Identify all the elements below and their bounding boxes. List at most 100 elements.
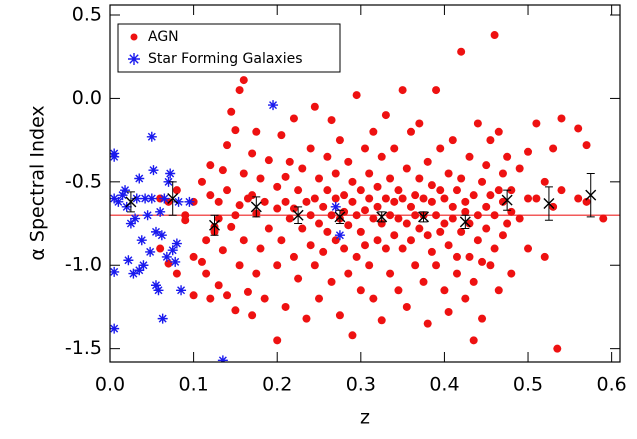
agn-point	[461, 207, 470, 216]
agn-point	[507, 186, 516, 195]
binned-mean	[167, 193, 179, 205]
sfg-point	[134, 265, 145, 276]
agn-point	[315, 294, 324, 303]
agn-point	[281, 172, 290, 181]
agn-point	[377, 316, 386, 325]
agn-point	[436, 227, 445, 236]
agn-point	[264, 156, 273, 165]
legend-marker	[130, 33, 138, 41]
agn-point	[373, 182, 382, 191]
agn-point	[498, 231, 507, 240]
agn-point	[164, 259, 173, 268]
agn-point	[235, 201, 244, 210]
sfg-point	[330, 201, 341, 212]
agn-point	[381, 111, 390, 120]
agn-point	[411, 211, 420, 220]
agn-point	[319, 247, 328, 256]
agn-point	[444, 307, 453, 316]
agn-point	[532, 194, 541, 203]
agn-point	[310, 102, 319, 111]
agn-point	[273, 182, 282, 191]
x-tick-label: 0.4	[429, 374, 459, 396]
agn-point	[524, 194, 533, 203]
agn-point	[289, 252, 298, 261]
agn-point	[206, 191, 215, 200]
agn-point	[202, 236, 211, 245]
agn-point	[306, 241, 315, 250]
agn-point	[348, 197, 357, 206]
agn-point	[365, 169, 374, 178]
agn-point	[252, 127, 261, 136]
agn-point	[478, 177, 487, 186]
agn-point	[465, 252, 474, 261]
agn-point	[369, 127, 378, 136]
agn-point	[323, 152, 332, 161]
agn-point	[381, 194, 390, 203]
y-tick-label: 0.0	[72, 87, 102, 109]
agn-point	[415, 119, 424, 128]
sfg-point	[138, 260, 149, 271]
plot-area	[110, 31, 620, 362]
agn-point	[235, 261, 244, 270]
agn-point	[302, 197, 311, 206]
agn-point	[356, 227, 365, 236]
agn-point	[298, 224, 307, 233]
agn-point	[323, 186, 332, 195]
agn-point	[231, 126, 240, 135]
agn-point	[369, 294, 378, 303]
sfg-point	[145, 246, 156, 257]
sfg-point	[148, 165, 159, 176]
agn-point	[331, 169, 340, 178]
agn-point	[218, 246, 227, 255]
agn-point	[223, 141, 232, 150]
binned-mean	[418, 211, 430, 223]
agn-point	[557, 114, 566, 123]
agn-point	[223, 186, 232, 195]
agn-point	[494, 127, 503, 136]
agn-point	[415, 174, 424, 183]
sfg-point	[150, 280, 161, 291]
agn-point	[427, 181, 436, 190]
agn-point	[181, 211, 190, 220]
agn-point	[306, 211, 315, 220]
x-axis-label: z	[360, 407, 370, 429]
agn-point	[218, 166, 227, 175]
sfg-point	[146, 193, 157, 204]
y-axis-label: α Spectral Index	[27, 105, 49, 260]
y-tick-label: -1.0	[65, 254, 102, 276]
sfg-point	[159, 193, 170, 204]
agn-point	[273, 261, 282, 270]
legend: AGN Star Forming Galaxies	[128, 29, 303, 67]
agn-point	[302, 314, 311, 323]
agn-point	[540, 177, 549, 186]
agn-point	[172, 186, 181, 195]
agn-point	[285, 157, 294, 166]
agn-point	[310, 261, 319, 270]
binned-mean	[543, 198, 555, 210]
agn-point	[582, 141, 591, 150]
agn-point	[381, 244, 390, 253]
agn-point	[515, 164, 524, 173]
agn-point	[323, 227, 332, 236]
agn-point	[319, 202, 328, 211]
agn-point	[423, 231, 432, 240]
agn-point	[402, 302, 411, 311]
agn-point	[369, 214, 378, 223]
sfg-point	[110, 193, 120, 204]
legend-marker	[128, 53, 140, 65]
agn-point	[482, 224, 491, 233]
agn-point	[423, 157, 432, 166]
sfg-point	[136, 235, 147, 246]
agn-point	[277, 236, 286, 245]
agn-point	[432, 211, 441, 220]
agn-point	[390, 231, 399, 240]
agn-point	[390, 144, 399, 153]
agn-point	[315, 174, 324, 183]
sfg-point	[140, 193, 151, 204]
agn-point	[498, 197, 507, 206]
agn-point	[206, 161, 215, 170]
agn-point	[340, 244, 349, 253]
agn-point	[344, 157, 353, 166]
agn-point	[231, 306, 240, 315]
agn-point	[432, 86, 441, 95]
